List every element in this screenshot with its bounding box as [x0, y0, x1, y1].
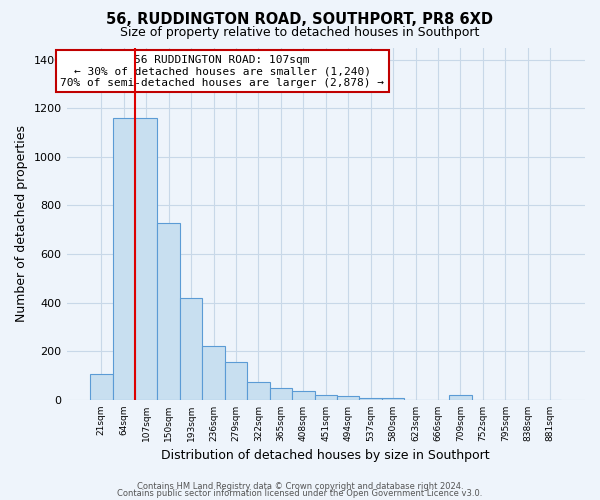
- Bar: [449, 395, 472, 400]
- Text: Size of property relative to detached houses in Southport: Size of property relative to detached ho…: [121, 26, 479, 39]
- Bar: [337, 396, 359, 400]
- Text: Contains public sector information licensed under the Open Government Licence v3: Contains public sector information licen…: [118, 488, 482, 498]
- Text: 56, RUDDINGTON ROAD, SOUTHPORT, PR8 6XD: 56, RUDDINGTON ROAD, SOUTHPORT, PR8 6XD: [107, 12, 493, 28]
- Bar: [180, 298, 202, 400]
- Bar: [225, 362, 247, 400]
- Bar: [247, 382, 269, 400]
- Bar: [135, 118, 157, 400]
- Text: 56 RUDDINGTON ROAD: 107sqm
← 30% of detached houses are smaller (1,240)
70% of s: 56 RUDDINGTON ROAD: 107sqm ← 30% of deta…: [60, 54, 384, 88]
- X-axis label: Distribution of detached houses by size in Southport: Distribution of detached houses by size …: [161, 450, 490, 462]
- Text: Contains HM Land Registry data © Crown copyright and database right 2024.: Contains HM Land Registry data © Crown c…: [137, 482, 463, 491]
- Bar: [314, 395, 337, 400]
- Bar: [157, 222, 180, 400]
- Bar: [90, 374, 113, 400]
- Y-axis label: Number of detached properties: Number of detached properties: [15, 125, 28, 322]
- Bar: [382, 398, 404, 400]
- Bar: [113, 118, 135, 400]
- Bar: [292, 392, 314, 400]
- Bar: [269, 388, 292, 400]
- Bar: [202, 346, 225, 400]
- Bar: [359, 398, 382, 400]
